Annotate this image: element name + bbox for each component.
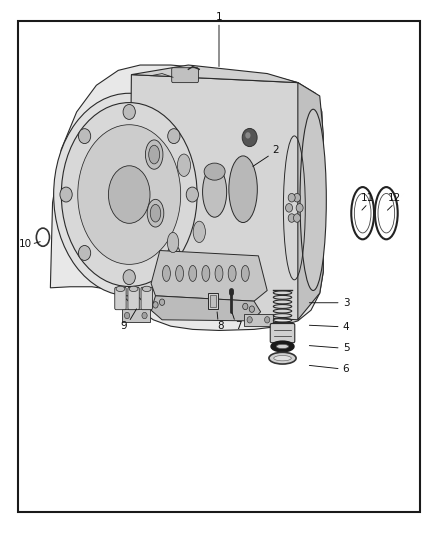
Ellipse shape	[215, 265, 223, 281]
FancyBboxPatch shape	[115, 287, 126, 310]
Ellipse shape	[150, 204, 161, 222]
Text: 4: 4	[343, 322, 350, 332]
Circle shape	[168, 128, 180, 143]
Text: 10: 10	[19, 239, 32, 249]
FancyBboxPatch shape	[128, 287, 139, 310]
Circle shape	[123, 104, 135, 119]
Circle shape	[159, 299, 165, 305]
Circle shape	[146, 298, 152, 304]
Circle shape	[249, 306, 254, 312]
Polygon shape	[129, 75, 320, 320]
Ellipse shape	[276, 344, 289, 349]
Ellipse shape	[148, 145, 159, 164]
Circle shape	[78, 246, 91, 261]
Ellipse shape	[202, 265, 210, 281]
Polygon shape	[298, 83, 323, 320]
Text: 11: 11	[361, 193, 374, 203]
Ellipse shape	[129, 286, 138, 292]
Circle shape	[186, 187, 198, 202]
Circle shape	[123, 270, 135, 285]
Ellipse shape	[108, 166, 150, 223]
Bar	[121, 309, 150, 322]
Circle shape	[286, 204, 293, 212]
FancyBboxPatch shape	[208, 293, 218, 309]
Ellipse shape	[53, 93, 205, 296]
Ellipse shape	[177, 154, 191, 176]
Circle shape	[168, 246, 180, 261]
Ellipse shape	[189, 265, 197, 281]
Ellipse shape	[162, 265, 170, 281]
Polygon shape	[151, 296, 261, 321]
Ellipse shape	[269, 352, 296, 364]
Bar	[244, 314, 272, 326]
Circle shape	[265, 317, 270, 323]
Circle shape	[288, 193, 295, 202]
Circle shape	[247, 317, 252, 323]
Ellipse shape	[300, 109, 326, 290]
Circle shape	[78, 128, 91, 143]
FancyBboxPatch shape	[270, 324, 295, 343]
Ellipse shape	[274, 356, 291, 361]
Ellipse shape	[228, 265, 236, 281]
Ellipse shape	[272, 342, 293, 351]
Ellipse shape	[241, 265, 249, 281]
FancyBboxPatch shape	[210, 295, 216, 307]
Ellipse shape	[193, 221, 205, 243]
Circle shape	[142, 312, 147, 319]
Text: 12: 12	[388, 193, 401, 203]
Ellipse shape	[145, 140, 163, 169]
Text: 7: 7	[235, 321, 242, 331]
FancyBboxPatch shape	[141, 287, 152, 310]
Circle shape	[60, 187, 72, 202]
Text: 9: 9	[120, 321, 127, 331]
Circle shape	[296, 204, 303, 212]
Circle shape	[288, 214, 295, 222]
Circle shape	[293, 193, 300, 202]
FancyBboxPatch shape	[172, 68, 198, 83]
Circle shape	[153, 302, 158, 308]
Polygon shape	[50, 65, 323, 330]
Ellipse shape	[229, 156, 258, 223]
Ellipse shape	[116, 286, 125, 292]
Polygon shape	[151, 251, 267, 301]
Circle shape	[242, 128, 257, 147]
Circle shape	[243, 303, 248, 310]
Ellipse shape	[167, 232, 179, 253]
Text: 2: 2	[272, 146, 279, 155]
Text: 8: 8	[217, 321, 224, 331]
Text: 5: 5	[343, 343, 350, 353]
Circle shape	[293, 214, 300, 222]
Text: 6: 6	[343, 364, 350, 374]
Text: 1: 1	[215, 12, 223, 22]
Circle shape	[245, 132, 251, 139]
Ellipse shape	[147, 199, 164, 227]
Text: 3: 3	[343, 298, 350, 308]
Ellipse shape	[61, 102, 197, 287]
Circle shape	[124, 312, 130, 319]
Polygon shape	[131, 65, 298, 83]
Ellipse shape	[176, 265, 184, 281]
Ellipse shape	[202, 166, 227, 217]
Ellipse shape	[204, 163, 225, 180]
Ellipse shape	[78, 125, 180, 264]
Ellipse shape	[142, 286, 151, 292]
